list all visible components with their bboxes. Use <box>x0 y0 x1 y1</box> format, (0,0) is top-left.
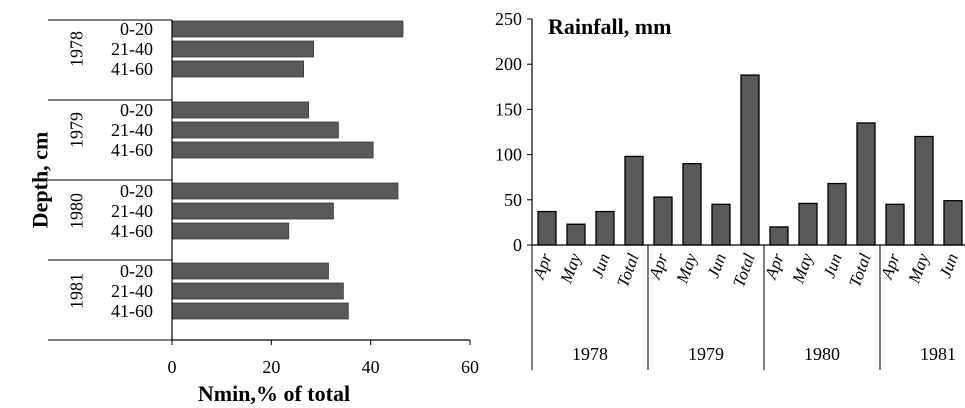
depth-label-1978-0-20: 0-20 <box>120 19 153 39</box>
bar-1980-21-40 <box>171 202 334 220</box>
bar-1979-41-60 <box>171 141 374 159</box>
bar-1978-May <box>566 223 586 246</box>
bar-1981-0-20 <box>171 262 329 280</box>
y-tick-label-100: 100 <box>495 145 522 165</box>
month-label-1979-Total: Total <box>729 251 759 290</box>
y-tick-label-0: 0 <box>513 235 522 255</box>
bar-1980-Total <box>856 122 876 246</box>
nmin-depth-chart: 0-2021-4041-6019780-2021-4041-6019790-20… <box>28 19 479 406</box>
month-label-1981-Jun: Jun <box>936 251 962 281</box>
bar-1978-41-60 <box>171 60 305 78</box>
bar-1980-41-60 <box>171 222 290 240</box>
depth-label-1980-21-40: 21-40 <box>111 201 153 221</box>
y-axis-title: Depth, cm <box>28 132 53 229</box>
x-tick-label-60: 60 <box>461 357 479 377</box>
bar-1979-Jun <box>711 203 731 246</box>
bar-1978-Total <box>624 155 644 246</box>
bar-1980-Apr <box>769 226 789 246</box>
month-label-1980-Total: Total <box>845 251 875 290</box>
month-label-1978-Total: Total <box>613 251 643 290</box>
depth-label-1981-41-60: 41-60 <box>111 301 153 321</box>
bar-1980-May <box>798 202 818 246</box>
y-tick-label-250: 250 <box>495 9 522 29</box>
x-axis-title: Nmin,% of total <box>198 381 350 406</box>
chart-title: Rainfall, mm <box>548 14 671 39</box>
month-label-1980-Jun: Jun <box>820 251 846 281</box>
year-label-1979: 1979 <box>66 112 86 148</box>
bar-1981-Jun <box>943 200 963 246</box>
bar-1979-0-20 <box>171 101 309 119</box>
y-tick-label-150: 150 <box>495 99 522 119</box>
year-label-1978: 1978 <box>572 344 608 364</box>
bar-1981-21-40 <box>171 282 344 300</box>
x-tick-label-20: 20 <box>262 357 280 377</box>
x-tick-label-40: 40 <box>362 357 380 377</box>
month-label-1978-Jun: Jun <box>588 251 614 281</box>
bar-1978-0-20 <box>171 20 404 38</box>
year-label-1981: 1981 <box>66 273 86 309</box>
year-label-1980: 1980 <box>66 193 86 229</box>
depth-label-1980-0-20: 0-20 <box>120 181 153 201</box>
depth-label-1978-41-60: 41-60 <box>111 59 153 79</box>
bar-1978-Apr <box>537 210 557 246</box>
depth-label-1979-0-20: 0-20 <box>120 100 153 120</box>
bar-1979-Total <box>740 74 760 246</box>
month-label-1981-Total: Total <box>961 251 965 290</box>
bar-1979-May <box>682 162 702 246</box>
bar-1980-0-20 <box>171 182 399 200</box>
month-label-1981-May: May <box>904 250 933 286</box>
month-label-1979-Apr: Apr <box>645 251 672 283</box>
year-label-1979: 1979 <box>688 344 724 364</box>
depth-label-1979-21-40: 21-40 <box>111 120 153 140</box>
month-label-1979-May: May <box>672 250 701 286</box>
month-label-1981-Apr: Apr <box>877 251 904 283</box>
y-tick-label-50: 50 <box>504 190 522 210</box>
month-label-1980-May: May <box>788 250 817 286</box>
month-label-1979-Jun: Jun <box>704 251 730 281</box>
bar-1980-Jun <box>827 182 847 246</box>
bar-1979-21-40 <box>171 121 339 139</box>
bar-1981-Apr <box>885 203 905 246</box>
month-label-1978-May: May <box>556 250 585 286</box>
bar-1979-Apr <box>653 196 673 246</box>
depth-label-1979-41-60: 41-60 <box>111 140 153 160</box>
bar-1981-May <box>914 135 934 246</box>
bar-1978-21-40 <box>171 40 314 58</box>
year-label-1981: 1981 <box>920 344 956 364</box>
bar-1981-41-60 <box>171 302 349 320</box>
depth-label-1978-21-40: 21-40 <box>111 39 153 59</box>
y-tick-label-200: 200 <box>495 54 522 74</box>
month-label-1980-Apr: Apr <box>761 251 788 283</box>
bar-1978-Jun <box>595 210 615 246</box>
x-tick-label-0: 0 <box>168 357 177 377</box>
depth-label-1980-41-60: 41-60 <box>111 221 153 241</box>
year-label-1980: 1980 <box>804 344 840 364</box>
depth-label-1981-0-20: 0-20 <box>120 261 153 281</box>
year-label-1978: 1978 <box>66 31 86 67</box>
month-label-1978-Apr: Apr <box>529 251 556 283</box>
depth-label-1981-21-40: 21-40 <box>111 281 153 301</box>
